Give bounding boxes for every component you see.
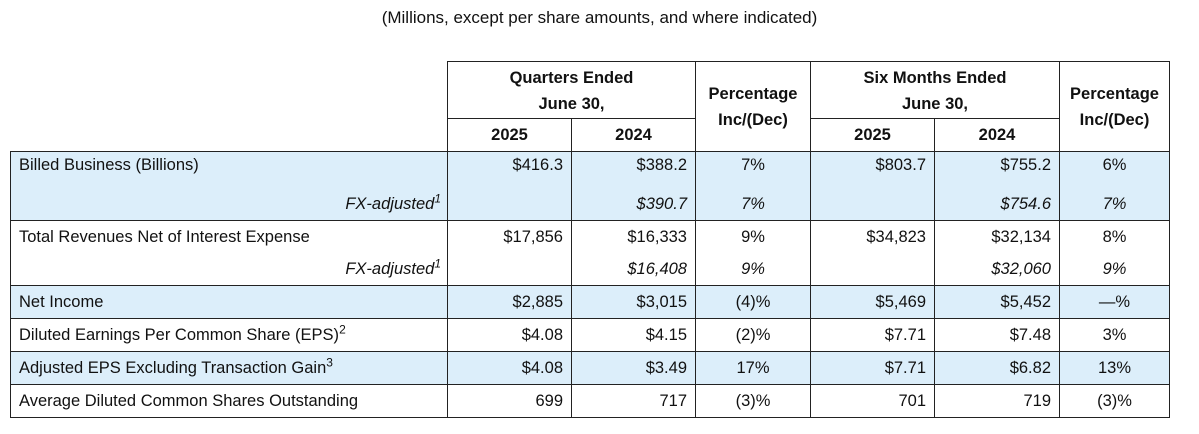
cell-s2025: $5,469: [810, 285, 935, 319]
header-quarters-line2: June 30,: [538, 95, 605, 113]
cell-q2024: $388.2: [571, 151, 696, 188]
header-six-line1: Six Months Ended: [863, 69, 1007, 87]
cell-s2024: $754.6: [934, 188, 1060, 221]
financial-summary-table: Quarters Ended June 30, Percentage Inc/(…: [10, 61, 1170, 418]
cell-spct: 3%: [1059, 318, 1170, 352]
table-row-adjusted-eps: Adjusted EPS Excluding Transaction Gain3…: [10, 351, 1170, 385]
header-pct-line1: Percentage: [708, 84, 798, 103]
footnote-marker: 1: [434, 191, 441, 205]
cell-s2025-empty: [810, 253, 935, 286]
cell-qpct: 7%: [695, 188, 811, 221]
cell-q2024: $16,333: [571, 220, 696, 253]
row-label: Net Income: [10, 285, 448, 319]
cell-s2025: $34,823: [810, 220, 935, 253]
table-row-net-income: Net Income $2,885 $3,015 (4)% $5,469 $5,…: [10, 285, 1170, 319]
cell-s2024: $755.2: [934, 151, 1060, 188]
cell-spct: 6%: [1059, 151, 1170, 188]
header-six-months-ended: Six Months Ended June 30,: [810, 61, 1060, 119]
cell-qpct: 9%: [695, 253, 811, 286]
footnote-marker: 1: [434, 256, 441, 270]
table-caption: (Millions, except per share amounts, and…: [381, 8, 818, 27]
table-row-billed-fx-adjusted: FX-adjusted1 $390.7 7% $754.6 7%: [10, 188, 1170, 221]
table-row-diluted-eps: Diluted Earnings Per Common Share (EPS)2…: [10, 318, 1170, 352]
cell-s2025: 701: [810, 384, 935, 418]
header-six-line2: June 30,: [901, 95, 969, 113]
cell-spct: 8%: [1059, 220, 1170, 253]
cell-spct: 7%: [1059, 188, 1170, 221]
table-row-revenues-fx-adjusted: FX-adjusted1 $16,408 9% $32,060 9%: [10, 253, 1170, 286]
header-six-2025: 2025: [810, 118, 935, 152]
cell-q2024: 717: [571, 384, 696, 418]
cell-s2024: $7.48: [934, 318, 1060, 352]
eps-label-text: Diluted Earnings Per Common Share (EPS): [19, 325, 340, 344]
cell-s2025: $7.71: [810, 351, 935, 385]
cell-qpct: (3)%: [695, 384, 811, 418]
adj-eps-label-text: Adjusted EPS Excluding Transaction Gain: [19, 358, 327, 377]
cell-q2024: $390.7: [571, 188, 696, 221]
fx-label-text: FX-adjusted: [345, 259, 435, 278]
header-six-2024: 2024: [934, 118, 1060, 152]
table-row-diluted-shares: Average Diluted Common Shares Outstandin…: [10, 384, 1170, 418]
cell-spct: 13%: [1059, 351, 1170, 385]
row-label: Adjusted EPS Excluding Transaction Gain3: [10, 351, 448, 385]
cell-q2025: $2,885: [447, 285, 572, 319]
table-row-billed-business: Billed Business (Billions) $416.3 $388.2…: [10, 151, 1170, 188]
row-label-fx: FX-adjusted1: [10, 188, 448, 221]
cell-qpct: 17%: [695, 351, 811, 385]
footnote-marker: 3: [326, 355, 333, 369]
cell-s2024: 719: [934, 384, 1060, 418]
row-label: Diluted Earnings Per Common Share (EPS)2: [10, 318, 448, 352]
cell-spct: 9%: [1059, 253, 1170, 286]
header-pct-line2: Inc/(Dec): [718, 110, 788, 129]
header-pct-line1: Percentage: [1070, 84, 1159, 103]
row-label-fx: FX-adjusted1: [10, 253, 448, 286]
cell-q2025-empty: [447, 253, 572, 286]
header-six-percentage: Percentage Inc/(Dec): [1059, 61, 1170, 152]
header-quarters-line1: Quarters Ended: [509, 69, 634, 87]
header-quarter-2024: 2024: [571, 118, 696, 152]
row-label: Average Diluted Common Shares Outstandin…: [10, 384, 448, 418]
cell-qpct: (4)%: [695, 285, 811, 319]
cell-q2025-empty: [447, 188, 572, 221]
cell-q2025: 699: [447, 384, 572, 418]
cell-q2024: $16,408: [571, 253, 696, 286]
header-quarter-2025: 2025: [447, 118, 572, 152]
cell-q2025: $416.3: [447, 151, 572, 188]
header-blank-cell: [10, 61, 448, 152]
cell-spct: —%: [1059, 285, 1170, 319]
header-pct-line2: Inc/(Dec): [1079, 110, 1150, 129]
cell-s2025-empty: [810, 188, 935, 221]
row-label: Total Revenues Net of Interest Expense: [10, 220, 448, 253]
cell-q2024: $3,015: [571, 285, 696, 319]
cell-s2024: $6.82: [934, 351, 1060, 385]
cell-qpct: 9%: [695, 220, 811, 253]
cell-s2024: $32,134: [934, 220, 1060, 253]
cell-spct: (3)%: [1059, 384, 1170, 418]
header-quarters-ended: Quarters Ended June 30,: [447, 61, 696, 119]
cell-q2025: $4.08: [447, 318, 572, 352]
cell-q2024: $3.49: [571, 351, 696, 385]
table-row-total-revenues: Total Revenues Net of Interest Expense $…: [10, 220, 1170, 253]
cell-q2025: $4.08: [447, 351, 572, 385]
footnote-marker: 2: [339, 322, 346, 336]
cell-q2025: $17,856: [447, 220, 572, 253]
row-label: Billed Business (Billions): [10, 151, 448, 188]
cell-s2025: $803.7: [810, 151, 935, 188]
cell-s2025: $7.71: [810, 318, 935, 352]
cell-s2024: $32,060: [934, 253, 1060, 286]
cell-q2024: $4.15: [571, 318, 696, 352]
cell-qpct: 7%: [695, 151, 811, 188]
cell-s2024: $5,452: [934, 285, 1060, 319]
cell-qpct: (2)%: [695, 318, 811, 352]
header-quarter-percentage: Percentage Inc/(Dec): [695, 61, 811, 152]
fx-label-text: FX-adjusted: [345, 194, 435, 213]
